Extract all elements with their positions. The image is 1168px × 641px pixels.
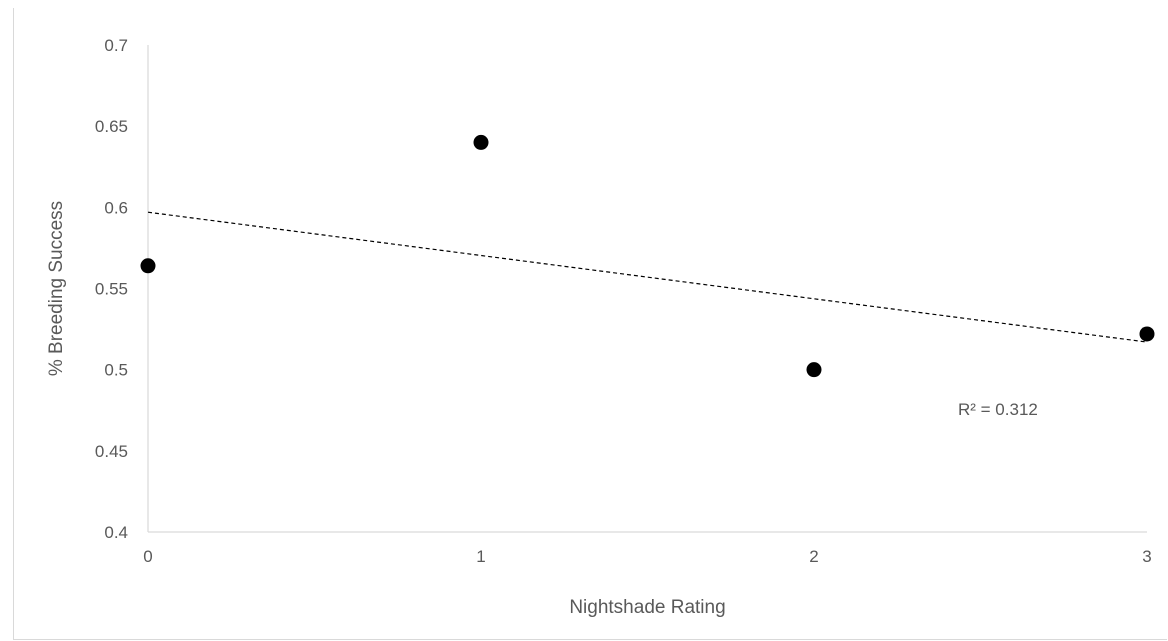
y-tick-label: 0.65 (95, 117, 128, 136)
r-squared-annotation: R² = 0.312 (958, 400, 1038, 419)
trendline-group (147, 211, 1148, 343)
data-points (140, 134, 1155, 378)
trendline (147, 211, 1148, 343)
y-tick-label: 0.7 (104, 36, 128, 55)
x-tick-label: 1 (476, 547, 485, 566)
tick-labels: 0.4 0.45 0.5 0.55 0.6 0.65 0.7 0 1 2 3 (95, 36, 1152, 566)
y-tick-label: 0.55 (95, 280, 128, 299)
x-tick-label: 2 (809, 547, 818, 566)
data-point (1139, 326, 1155, 342)
chart-border (13, 8, 1167, 640)
data-point (473, 134, 489, 150)
data-point (806, 362, 822, 378)
axes (147, 45, 1147, 533)
y-axis-title: % Breeding Success (46, 201, 67, 376)
x-tick-label: 3 (1142, 547, 1151, 566)
y-tick-label: 0.4 (104, 523, 128, 542)
y-tick-label: 0.45 (95, 442, 128, 461)
data-point (140, 258, 156, 274)
x-axis-title: Nightshade Rating (569, 597, 725, 618)
y-tick-label: 0.6 (104, 198, 128, 217)
x-tick-label: 0 (143, 547, 152, 566)
y-tick-label: 0.5 (104, 361, 128, 380)
